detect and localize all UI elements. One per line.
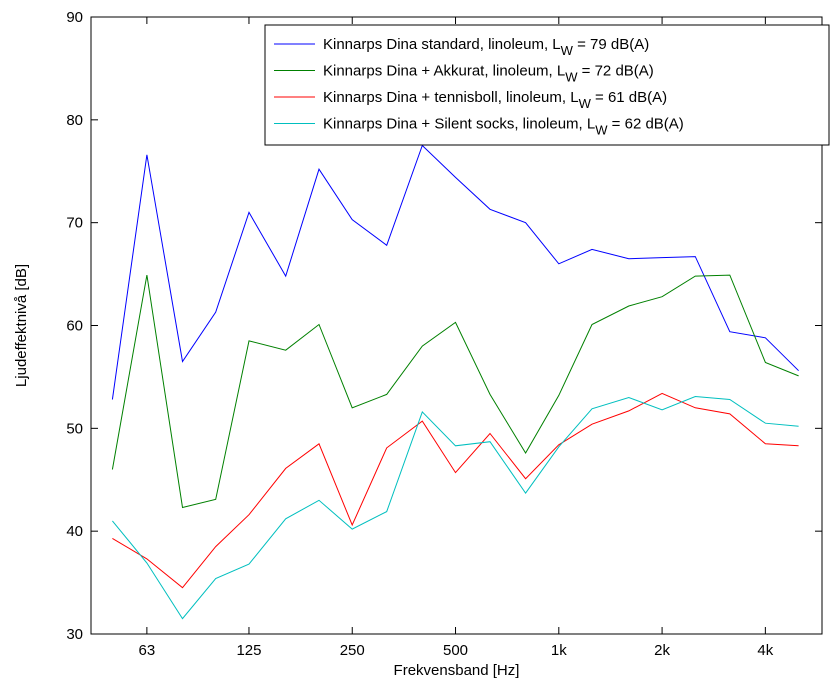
legend: Kinnarps Dina standard, linoleum, LW = 7…: [264, 24, 830, 146]
legend-entry-name: Kinnarps Dina + Silent socks, linoleum, …: [323, 116, 595, 133]
series-line-2: [111, 274, 799, 509]
series-line-1: [111, 144, 799, 400]
y-tick-label: 80: [66, 112, 83, 129]
legend-entry-subscript: W: [565, 70, 578, 85]
legend-entry-name: Kinnarps Dina standard, linoleum, L: [323, 36, 561, 53]
series-line-3: [112, 392, 799, 589]
legend-entry-subscript: W: [561, 43, 574, 58]
x-tick-label: 250: [340, 642, 365, 659]
series-layer: [111, 144, 799, 620]
legend-entry-2: Kinnarps Dina + Akkurat, linoleum, LW = …: [323, 63, 654, 85]
x-tick-label: 500: [443, 642, 468, 659]
y-tick-label: 30: [66, 626, 83, 643]
legend-entry-subscript: W: [579, 96, 592, 111]
x-tick-label: 1k: [551, 642, 567, 659]
y-tick-label: 70: [66, 215, 83, 232]
y-tick-label: 50: [66, 420, 83, 437]
x-tick-label: 63: [139, 642, 156, 659]
legend-entry-4: Kinnarps Dina + Silent socks, linoleum, …: [323, 116, 684, 138]
legend-entry-subscript: W: [595, 123, 608, 138]
y-axis-label: Ljudeffektnivå [dB]: [13, 264, 30, 387]
legend-box: [264, 24, 830, 146]
legend-entry-value: = 61 dB(A): [591, 89, 667, 106]
legend-entry-value: = 72 dB(A): [578, 63, 654, 80]
x-tick-label: 4k: [757, 642, 773, 659]
x-axis-label: Frekvensband [Hz]: [394, 662, 520, 679]
x-tick-label: 125: [236, 642, 261, 659]
ticks-layer: 30 40 50 60 70 80 90 63 125 250 500 1k 2k 4k: [66, 9, 822, 659]
series-line-4: [112, 395, 799, 620]
legend-entry-3: Kinnarps Dina + tennisboll, linoleum, LW…: [323, 89, 667, 111]
x-tick-label: 2k: [654, 642, 670, 659]
y-tick-label: 40: [66, 523, 83, 540]
legend-entry-1: Kinnarps Dina standard, linoleum, LW = 7…: [323, 36, 649, 58]
y-tick-label: 60: [66, 318, 83, 335]
legend-entry-value: = 62 dB(A): [608, 116, 684, 133]
legend-entry-name: Kinnarps Dina + Akkurat, linoleum, L: [323, 63, 565, 80]
legend-entry-name: Kinnarps Dina + tennisboll, linoleum, L: [323, 89, 579, 106]
legend-entry-value: = 79 dB(A): [573, 36, 649, 53]
y-tick-label: 90: [66, 9, 83, 26]
